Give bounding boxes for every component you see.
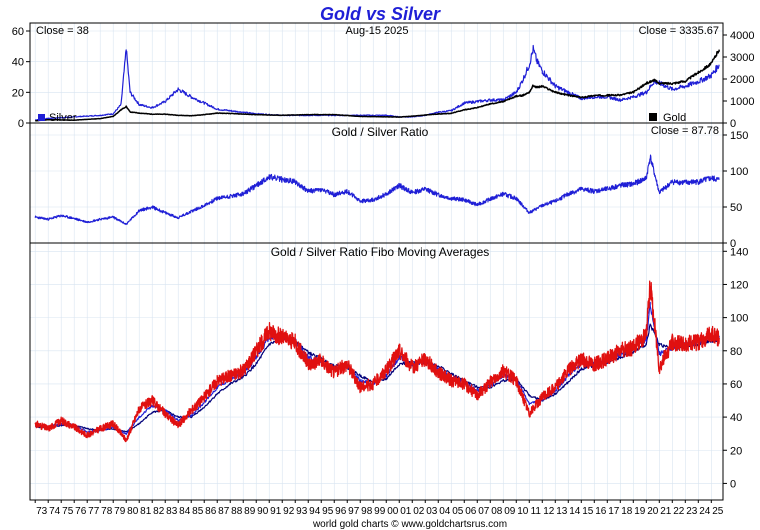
x-tick-label-03: 03 bbox=[426, 506, 438, 517]
x-tick-label-90: 90 bbox=[257, 506, 269, 517]
right-close-readout: Close = 3335.67 bbox=[639, 25, 719, 37]
p1-left-ytick-label-20: 20 bbox=[12, 87, 24, 99]
panel-2-frame bbox=[29, 122, 724, 244]
p3-ytick-label-100: 100 bbox=[730, 313, 748, 325]
x-tick-label-21: 21 bbox=[660, 506, 672, 517]
p2-ytick-label-100: 100 bbox=[730, 166, 748, 178]
x-tick-label-14: 14 bbox=[569, 506, 581, 517]
x-tick-label-79: 79 bbox=[114, 506, 126, 517]
x-tick-label-22: 22 bbox=[673, 506, 685, 517]
x-tick-label-23: 23 bbox=[686, 506, 698, 517]
x-tick-label-87: 87 bbox=[218, 506, 230, 517]
p1-right-ytick-label-3000: 3000 bbox=[730, 52, 754, 64]
x-tick-label-05: 05 bbox=[452, 506, 464, 517]
x-tick-label-02: 02 bbox=[413, 506, 425, 517]
left-close-readout: Close = 38 bbox=[36, 25, 89, 37]
panel-gold-vs-silver: Close = 38 Aug-15 2025 Close = 3335.67 0… bbox=[12, 22, 754, 130]
x-tick-label-11: 11 bbox=[531, 506, 542, 517]
x-tick-label-16: 16 bbox=[595, 506, 607, 517]
x-tick-label-78: 78 bbox=[101, 506, 113, 517]
x-tick-label-85: 85 bbox=[192, 506, 204, 517]
p1-left-ytick-label-0: 0 bbox=[18, 118, 24, 130]
x-tick-label-80: 80 bbox=[127, 506, 139, 517]
p1-right-ytick-label-2000: 2000 bbox=[730, 74, 754, 86]
x-tick-label-25: 25 bbox=[712, 506, 724, 517]
x-tick-label-97: 97 bbox=[348, 506, 360, 517]
x-tick-label-12: 12 bbox=[543, 506, 555, 517]
x-tick-label-86: 86 bbox=[205, 506, 217, 517]
p3-ytick-label-40: 40 bbox=[730, 412, 742, 424]
p1-left-ytick-label-60: 60 bbox=[12, 26, 24, 38]
legend-gold-label: Gold bbox=[663, 112, 686, 124]
x-tick-label-10: 10 bbox=[517, 506, 529, 517]
ratio-red-line bbox=[34, 280, 720, 443]
x-tick-label-09: 09 bbox=[504, 506, 516, 517]
fibo-panel-title: Gold / Silver Ratio Fibo Moving Averages bbox=[271, 245, 490, 259]
x-tick-label-81: 81 bbox=[140, 506, 152, 517]
panel-ratio: Gold / Silver Ratio Close = 87.78 0 50 100… bbox=[29, 122, 748, 250]
x-tick-label-07: 07 bbox=[478, 506, 490, 517]
ratio-panel-title: Gold / Silver Ratio bbox=[332, 125, 429, 139]
x-tick-label-95: 95 bbox=[322, 506, 334, 517]
x-tick-label-13: 13 bbox=[556, 506, 568, 517]
ratio-series-line bbox=[34, 154, 720, 226]
x-tick-label-15: 15 bbox=[582, 506, 594, 517]
x-tick-label-94: 94 bbox=[309, 506, 321, 517]
panel-1-frame bbox=[29, 22, 724, 124]
legend-silver-swatch bbox=[38, 114, 45, 121]
x-tick-label-19: 19 bbox=[634, 506, 646, 517]
p2-ytick-label-50: 50 bbox=[730, 202, 742, 214]
x-tick-label-91: 91 bbox=[270, 506, 282, 517]
p3-ytick-label-60: 60 bbox=[730, 379, 742, 391]
x-tick-label-89: 89 bbox=[244, 506, 256, 517]
x-tick-label-04: 04 bbox=[439, 506, 451, 517]
gold-series-line bbox=[34, 49, 720, 122]
x-tick-label-92: 92 bbox=[283, 506, 295, 517]
x-tick-label-73: 73 bbox=[36, 506, 48, 517]
silver-series-line bbox=[35, 44, 720, 121]
x-tick-label-08: 08 bbox=[491, 506, 503, 517]
p3-ytick-label-20: 20 bbox=[730, 445, 742, 457]
x-tick-label-17: 17 bbox=[608, 506, 620, 517]
panel-fibo-ma: Gold / Silver Ratio Fibo Moving Averages… bbox=[29, 242, 748, 517]
ratio-close-readout: Close = 87.78 bbox=[651, 125, 719, 137]
x-tick-label-18: 18 bbox=[621, 506, 633, 517]
x-tick-label-83: 83 bbox=[166, 506, 178, 517]
p3-ytick-label-140: 140 bbox=[730, 246, 748, 258]
p3-ytick-label-0: 0 bbox=[730, 478, 736, 490]
chart-title: Gold vs Silver bbox=[320, 4, 441, 24]
x-tick-label-77: 77 bbox=[88, 506, 100, 517]
legend-gold-swatch bbox=[649, 113, 657, 121]
x-tick-label-99: 99 bbox=[374, 506, 386, 517]
p2-ytick-label-150: 150 bbox=[730, 130, 748, 142]
p3-ytick-label-120: 120 bbox=[730, 279, 748, 291]
x-tick-label-20: 20 bbox=[647, 506, 659, 517]
x-tick-label-01: 01 bbox=[400, 506, 412, 517]
date-label: Aug-15 2025 bbox=[346, 25, 409, 37]
legend-silver-label: Silver bbox=[49, 112, 77, 124]
p1-right-ytick-label-0: 0 bbox=[730, 118, 736, 130]
p1-left-ytick-label-40: 40 bbox=[12, 57, 24, 69]
x-tick-label-88: 88 bbox=[231, 506, 243, 517]
p1-right-ytick-label-4000: 4000 bbox=[730, 30, 754, 42]
x-tick-label-84: 84 bbox=[179, 506, 191, 517]
x-tick-label-76: 76 bbox=[75, 506, 87, 517]
x-tick-label-82: 82 bbox=[153, 506, 165, 517]
p2-ytick-label-0: 0 bbox=[730, 238, 736, 250]
x-tick-label-75: 75 bbox=[62, 506, 74, 517]
panel-3-frame bbox=[29, 242, 724, 501]
x-tick-label-06: 06 bbox=[465, 506, 477, 517]
x-tick-label-98: 98 bbox=[361, 506, 373, 517]
x-tick-label-96: 96 bbox=[335, 506, 347, 517]
x-tick-label-74: 74 bbox=[49, 506, 61, 517]
p1-right-ytick-label-1000: 1000 bbox=[730, 96, 754, 108]
x-tick-label-00: 00 bbox=[387, 506, 399, 517]
p3-ytick-label-80: 80 bbox=[730, 346, 742, 358]
x-tick-label-93: 93 bbox=[296, 506, 308, 517]
footer-credit: world gold charts © www.goldchartsrus.co… bbox=[312, 519, 507, 530]
x-tick-label-24: 24 bbox=[699, 506, 711, 517]
